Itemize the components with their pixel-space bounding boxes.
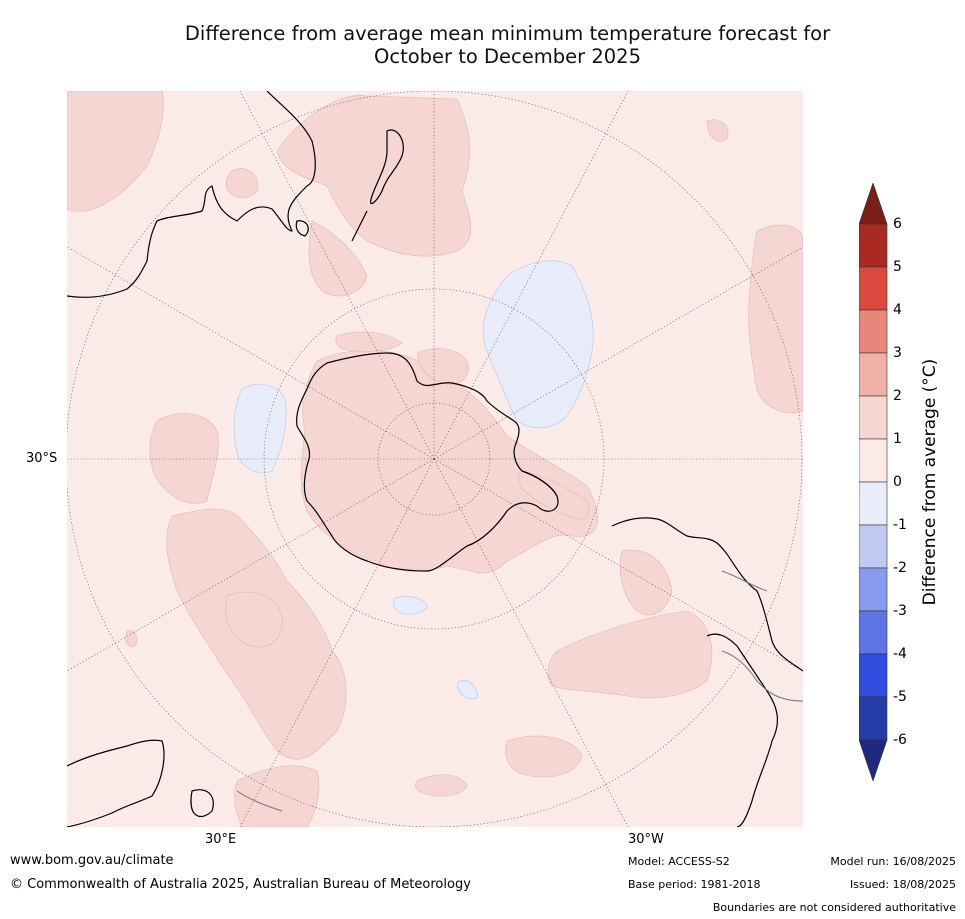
colorbar-bin <box>859 223 888 268</box>
anomaly-negative-regions <box>233 260 594 700</box>
coastline-nz-south <box>351 210 368 242</box>
colorbar-tick: -6 <box>893 732 907 748</box>
colorbar-tick: -3 <box>893 603 907 619</box>
colorbar-tick: 6 <box>893 216 902 232</box>
colorbar-tick: -1 <box>893 517 907 533</box>
meridian-150w <box>433 91 629 460</box>
coastline-antarctica <box>296 352 559 572</box>
anomaly-region-island <box>225 168 259 198</box>
anomaly-region-weddell <box>517 470 590 520</box>
coastline-africa <box>67 739 165 827</box>
colorbar-tick: -5 <box>893 689 907 705</box>
colorbar-bin <box>859 524 888 569</box>
latitude-circle-45s <box>263 288 605 630</box>
colorbar-tick: 2 <box>893 388 902 404</box>
colorbar-extend-low <box>859 739 888 782</box>
anomaly-region-south-pacific-cool <box>482 260 594 429</box>
issued-date: Issued: 18/08/2025 <box>849 878 956 891</box>
anomaly-positive-regions <box>67 91 803 827</box>
colorbar-tick: 4 <box>893 302 902 318</box>
title-line-1: Difference from average mean minimum tem… <box>184 22 831 45</box>
website-url: www.bom.gov.au/climate <box>10 853 174 868</box>
colorbar-bin <box>859 696 888 741</box>
meridian-30e <box>239 458 435 827</box>
copyright-notice: © Commonwealth of Australia 2025, Austra… <box>10 877 471 892</box>
colorbar-bin <box>859 266 888 311</box>
latitude-circle-60s <box>377 402 491 516</box>
boundary-south-america <box>721 650 803 702</box>
colorbar-bin <box>859 395 888 440</box>
anomaly-region-africa-south <box>234 765 320 827</box>
boundary-africa <box>236 790 283 812</box>
coastline-nz-north <box>370 129 404 205</box>
coastline-south-america <box>611 517 803 672</box>
anomaly-region-indian-far-south <box>415 774 468 797</box>
base-period: Base period: 1981-2018 <box>628 878 761 891</box>
coastline-tasmania <box>295 220 309 237</box>
map-svg <box>67 91 803 827</box>
anomaly-region-tasman-south <box>308 220 368 297</box>
anomaly-region-antarctica-north <box>335 331 403 352</box>
anomaly-region-southern-indian-cool <box>233 384 287 474</box>
map-panel <box>67 91 803 827</box>
anomaly-region-indian-west <box>149 413 219 504</box>
anomaly-region-indian-north <box>67 91 164 212</box>
colorbar-bin <box>859 653 888 698</box>
colorbar-tick: -2 <box>893 560 907 576</box>
colorbar-extend-high <box>859 183 888 225</box>
coastline-south-america-south <box>706 633 779 827</box>
longitude-label-east: 30°E <box>205 832 237 847</box>
coastline-australia <box>67 91 316 298</box>
colorbar-bin <box>859 352 888 397</box>
model-run-date: Model run: 16/08/2025 <box>830 855 956 868</box>
meridian-60w <box>433 458 803 672</box>
colorbar-tick: 3 <box>893 345 902 361</box>
colorbar-label: Difference from average (°C) <box>920 358 940 606</box>
anomaly-region-indian-south-east <box>225 591 283 648</box>
latitude-label: 30°S <box>26 451 58 466</box>
anomaly-region-pacific-islet <box>706 119 729 142</box>
meridian-120w <box>433 246 803 460</box>
meridian-150e <box>239 91 435 460</box>
model-name: Model: ACCESS-S2 <box>628 855 730 868</box>
longitude-label-west: 30°W <box>628 832 664 847</box>
colorbar-tick: 5 <box>893 259 902 275</box>
graticule <box>67 91 803 827</box>
anomaly-region-weddell-cool <box>392 596 428 615</box>
colorbar-tick: -4 <box>893 646 907 662</box>
colorbar <box>859 183 888 782</box>
colorbar-bin <box>859 610 888 655</box>
boundary-disclaimer: Boundaries are not considered authoritat… <box>712 901 956 914</box>
anomaly-region-tasman <box>276 95 471 257</box>
colorbar-bin <box>859 438 888 483</box>
anomaly-region-pacific-east <box>748 224 803 414</box>
colorbar-bin <box>859 481 888 526</box>
colorbar-bin <box>859 309 888 354</box>
colorbar-tick: 1 <box>893 431 902 447</box>
meridian-30w <box>433 458 629 827</box>
colorbar-tick: 0 <box>893 474 902 490</box>
title-line-2: October to December 2025 <box>374 45 641 68</box>
anomaly-region-ross <box>416 348 469 385</box>
coastline-antarctic-peninsula <box>521 470 558 497</box>
anomaly-region-indian-islet <box>125 630 138 647</box>
coastlines <box>67 91 803 827</box>
colorbar-bin <box>859 567 888 612</box>
chart-title: Difference from average mean minimum tem… <box>0 22 965 68</box>
boundaries <box>236 570 803 812</box>
anomaly-region-atlantic-cool <box>457 679 478 700</box>
meridian-60e <box>67 458 435 672</box>
anomaly-region-antarctica-main <box>300 350 598 574</box>
coastline-madagascar <box>190 789 214 818</box>
meridian-120e <box>67 246 435 460</box>
anomaly-region-atlantic-south <box>505 735 583 778</box>
boundary-south-america-2 <box>721 570 768 592</box>
anomaly-region-drake <box>619 549 673 616</box>
anomaly-region-south-atlantic <box>547 610 713 699</box>
